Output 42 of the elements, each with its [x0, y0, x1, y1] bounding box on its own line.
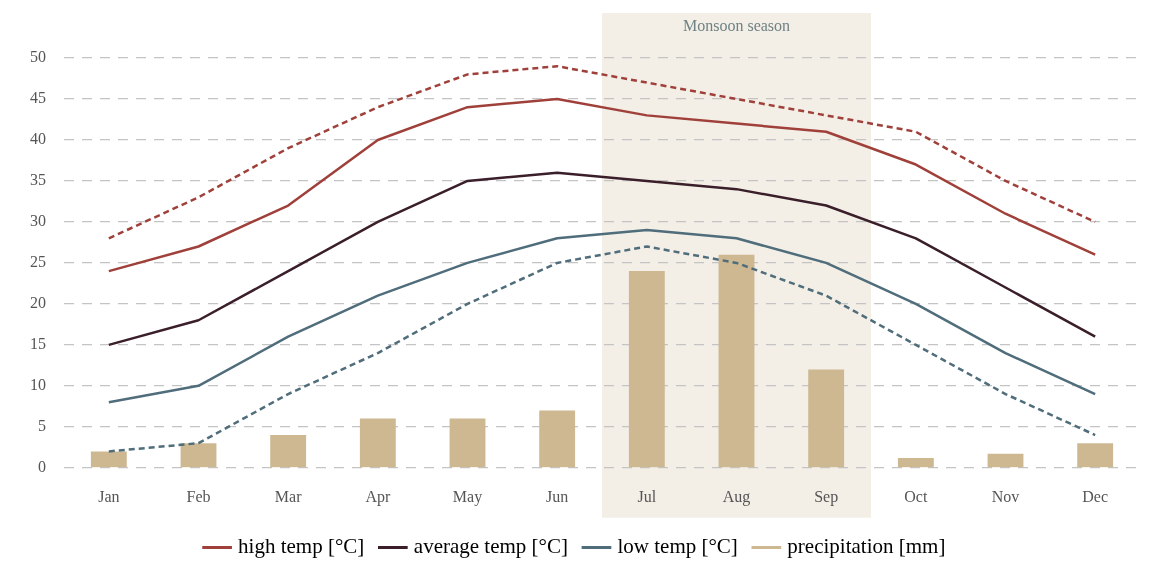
line-series [107, 245, 1097, 453]
x-tick-label: Dec [1082, 487, 1109, 505]
x-tick-label: Aug [722, 487, 751, 506]
y-tick-label: 35 [30, 171, 46, 189]
y-tick-label: 30 [30, 212, 46, 230]
x-tick-label: Apr [365, 487, 391, 506]
legend-label: low temp [°C] [617, 534, 738, 559]
legend-label: precipitation [mm] [787, 534, 946, 559]
x-tick-label: May [452, 487, 483, 506]
y-tick-label: 15 [30, 335, 46, 353]
bar [1077, 443, 1114, 468]
bar [180, 443, 217, 468]
y-tick-label: 0 [38, 458, 46, 475]
y-tick-label: 20 [30, 294, 46, 312]
x-tick-label: Jun [546, 487, 569, 505]
y-tick-label: 45 [30, 89, 46, 107]
x-tick-label: Sep [814, 487, 839, 506]
bar [897, 457, 934, 468]
bar [449, 418, 486, 468]
y-tick-label: 10 [30, 376, 46, 394]
y-tick-label: 5 [38, 417, 46, 435]
x-tick-label: Jan [98, 487, 120, 505]
bar [90, 451, 127, 468]
y-tick-label: 50 [30, 48, 46, 66]
legend-label: high temp [°C] [238, 534, 365, 559]
bar [808, 369, 845, 468]
bar [539, 410, 576, 468]
x-tick-label: Nov [991, 487, 1020, 505]
bar [628, 271, 665, 468]
y-tick-label: 40 [30, 130, 46, 148]
bar [718, 254, 755, 468]
x-tick-label: Oct [904, 487, 928, 505]
band-label: Monsoon season [682, 17, 791, 35]
bar [270, 435, 307, 468]
bar [987, 453, 1024, 468]
x-tick-label: Jul [637, 487, 657, 505]
x-tick-label: Feb [186, 487, 211, 505]
y-tick-label: 25 [30, 253, 46, 271]
bar [359, 418, 396, 468]
legend-label: average temp [°C] [413, 534, 568, 559]
x-tick-label: Mar [274, 487, 303, 505]
line-series [107, 64, 1097, 240]
